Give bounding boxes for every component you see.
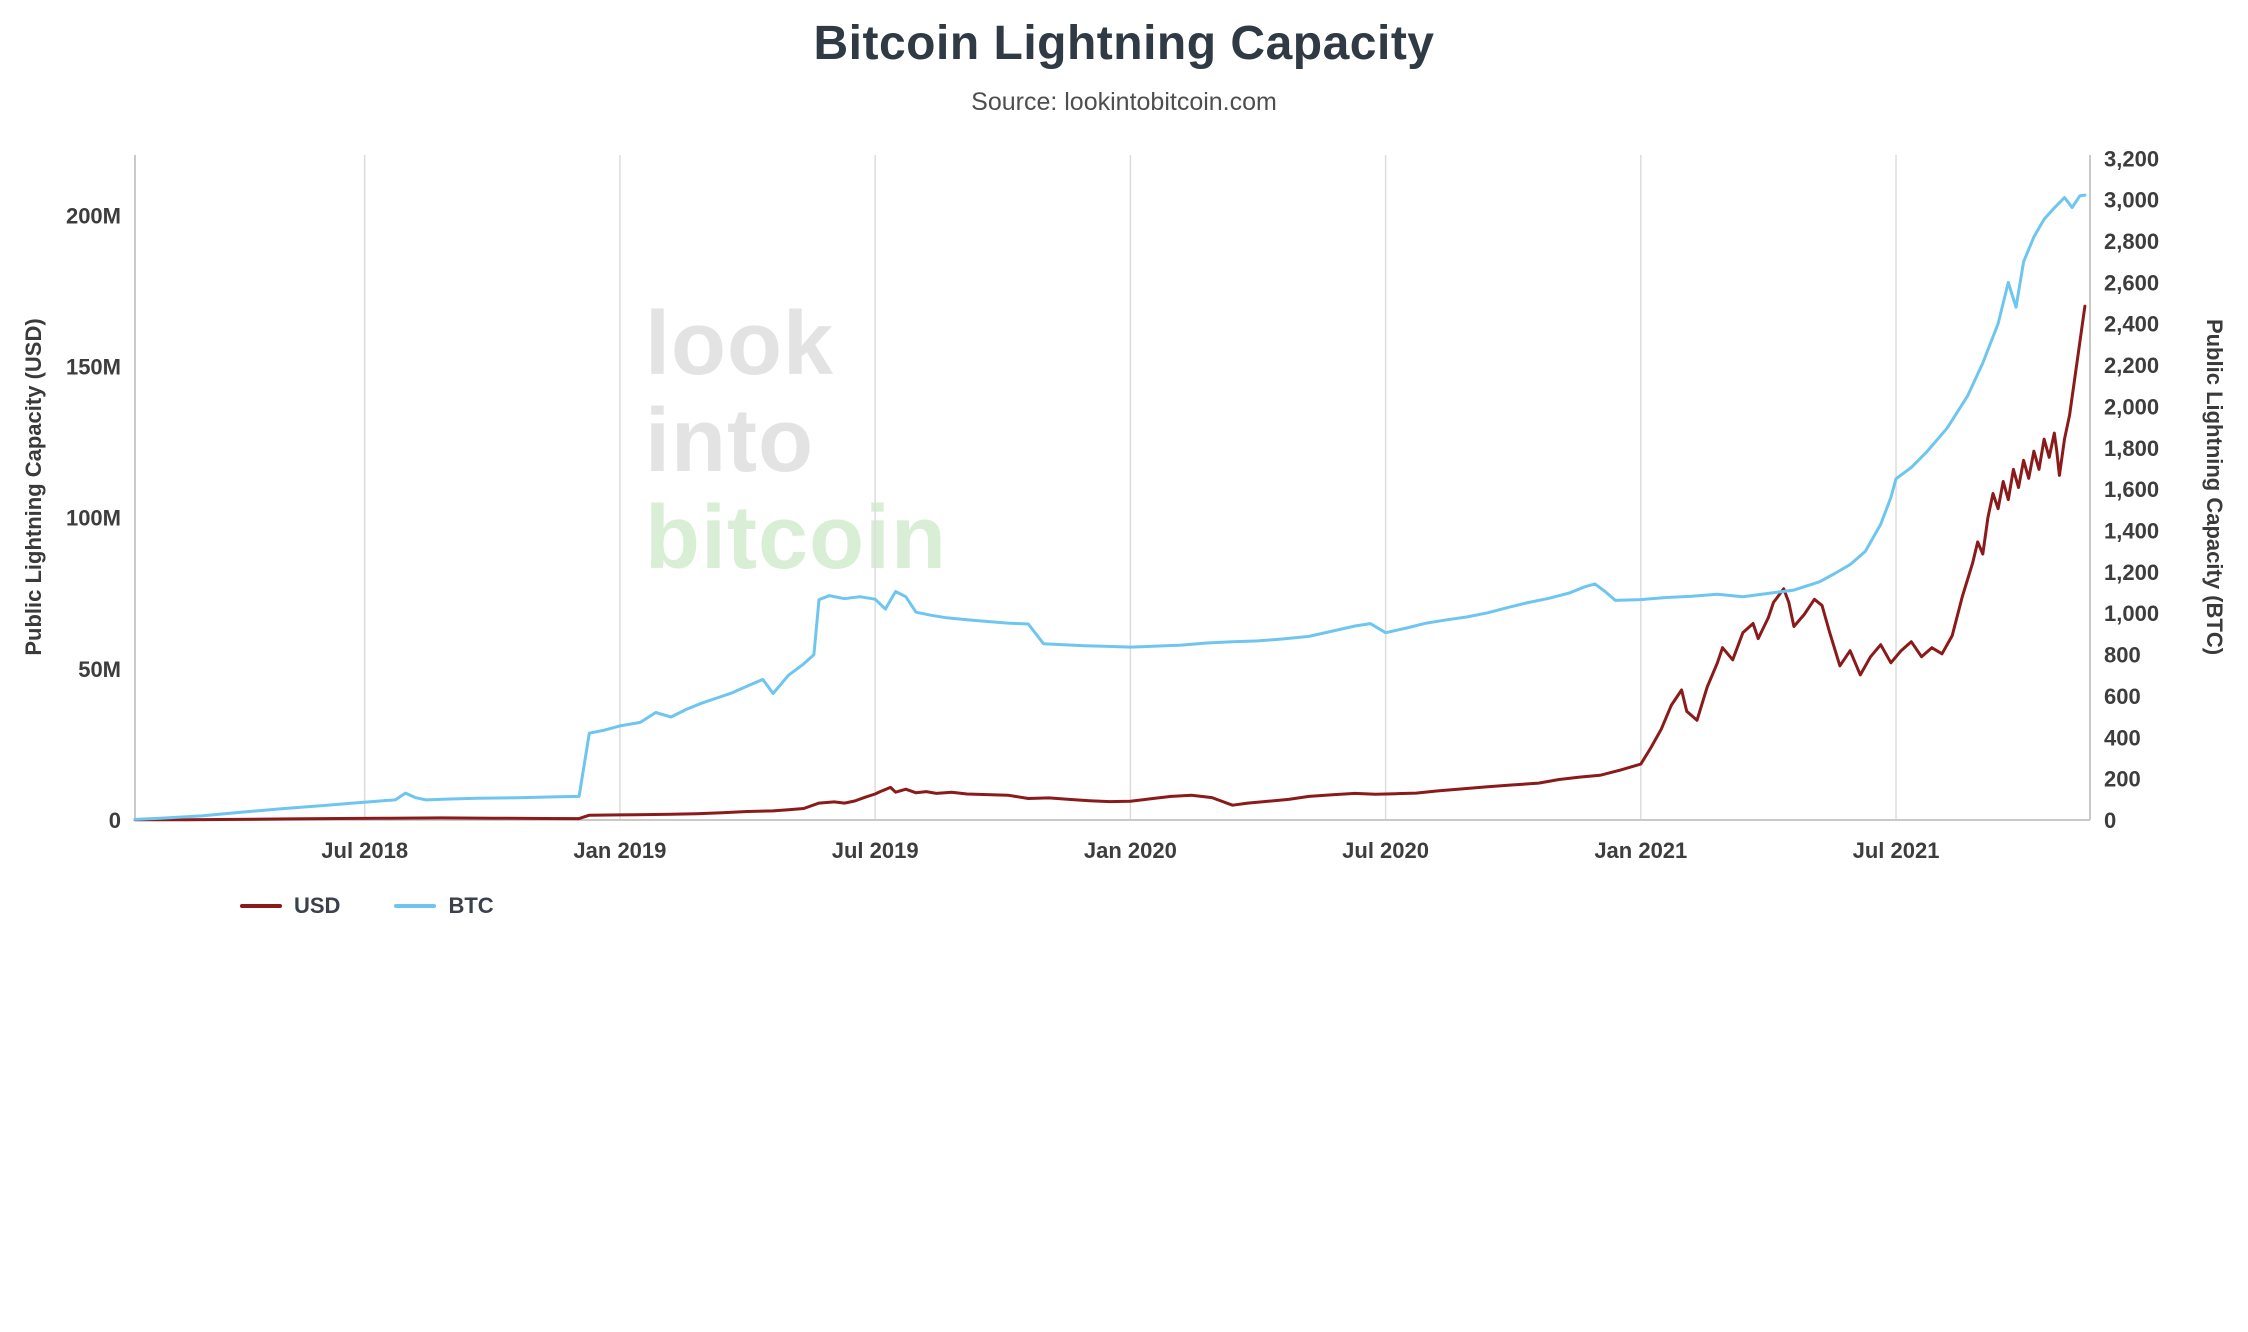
svg-text:0: 0 bbox=[109, 808, 121, 833]
svg-text:2,200: 2,200 bbox=[2104, 353, 2159, 378]
svg-text:1,000: 1,000 bbox=[2104, 601, 2159, 626]
svg-text:1,400: 1,400 bbox=[2104, 519, 2159, 544]
usd-line-swatch bbox=[240, 904, 282, 908]
svg-text:Jan 2020: Jan 2020 bbox=[1084, 838, 1177, 863]
chart-title: Bitcoin Lightning Capacity bbox=[813, 17, 1435, 70]
svg-text:2,000: 2,000 bbox=[2104, 394, 2159, 419]
svg-text:2,600: 2,600 bbox=[2104, 270, 2159, 295]
svg-text:150M: 150M bbox=[66, 355, 121, 380]
legend-label-usd: USD bbox=[294, 893, 341, 918]
watermark-line-3: bitcoin bbox=[645, 488, 947, 588]
watermark-line-2: into bbox=[645, 391, 814, 491]
btc-line-swatch bbox=[394, 904, 437, 908]
svg-text:0: 0 bbox=[2104, 808, 2116, 833]
legend-item-usd[interactable]: USD bbox=[240, 893, 340, 919]
svg-text:Jul 2018: Jul 2018 bbox=[321, 838, 408, 863]
legend-label-btc: BTC bbox=[448, 893, 494, 918]
svg-text:200M: 200M bbox=[66, 203, 121, 228]
y-axis-label-usd: Public Lightning Capacity (USD) bbox=[21, 318, 46, 656]
svg-text:2,800: 2,800 bbox=[2104, 229, 2159, 254]
svg-text:3,200: 3,200 bbox=[2104, 146, 2159, 171]
svg-text:800: 800 bbox=[2104, 643, 2141, 668]
svg-text:1,200: 1,200 bbox=[2104, 560, 2159, 585]
svg-text:200: 200 bbox=[2104, 767, 2141, 792]
legend-item-btc[interactable]: BTC bbox=[394, 893, 494, 919]
chart-legend: USD BTC bbox=[240, 893, 494, 919]
svg-text:Jan 2019: Jan 2019 bbox=[573, 838, 666, 863]
svg-text:Jul 2021: Jul 2021 bbox=[1853, 838, 1940, 863]
svg-text:Jan 2021: Jan 2021 bbox=[1594, 838, 1687, 863]
svg-text:50M: 50M bbox=[78, 657, 121, 682]
svg-text:1,600: 1,600 bbox=[2104, 477, 2159, 502]
watermark-line-1: look bbox=[645, 294, 835, 394]
svg-text:600: 600 bbox=[2104, 684, 2141, 709]
svg-text:100M: 100M bbox=[66, 506, 121, 531]
chart-source: Source: lookintobitcoin.com bbox=[971, 88, 1277, 116]
svg-text:1,800: 1,800 bbox=[2104, 436, 2159, 461]
svg-text:Jul 2019: Jul 2019 bbox=[832, 838, 919, 863]
svg-text:Jul 2020: Jul 2020 bbox=[1342, 838, 1429, 863]
svg-text:400: 400 bbox=[2104, 725, 2141, 750]
watermark: look into bitcoin bbox=[645, 296, 947, 587]
y-axis-label-btc: Public Lightning Capacity (BTC) bbox=[2202, 318, 2227, 656]
svg-text:2,400: 2,400 bbox=[2104, 312, 2159, 337]
svg-text:3,000: 3,000 bbox=[2104, 188, 2159, 213]
